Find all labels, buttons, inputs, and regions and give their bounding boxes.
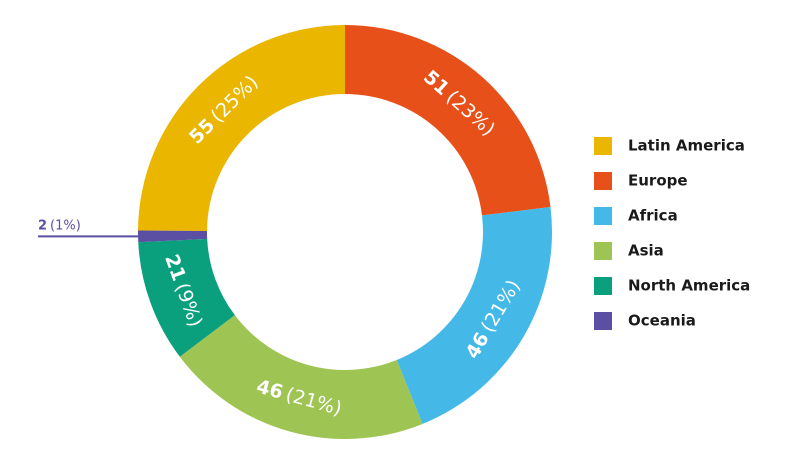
legend-swatch xyxy=(594,312,612,330)
donut-segment xyxy=(345,25,551,216)
legend-swatch xyxy=(594,277,612,295)
legend-label: Asia xyxy=(628,242,664,260)
donut-segment xyxy=(138,238,235,357)
legend-swatch xyxy=(594,137,612,155)
segment-label: 2 (1%) xyxy=(38,218,81,233)
donut-segment xyxy=(396,207,552,424)
donut-segment xyxy=(138,230,208,243)
legend-label: Oceania xyxy=(628,312,696,330)
legend-label: Africa xyxy=(628,207,678,225)
segment-share: (1%) xyxy=(50,218,81,233)
segment-value: 2 xyxy=(38,218,47,233)
legend-label: Europe xyxy=(628,172,688,190)
donut-segment xyxy=(138,25,345,232)
legend-label: North America xyxy=(628,277,750,295)
donut-segment xyxy=(179,315,423,439)
legend-label: Latin America xyxy=(628,137,745,155)
legend-swatch xyxy=(594,172,612,190)
legend-swatch xyxy=(594,242,612,260)
legend-swatch xyxy=(594,207,612,225)
